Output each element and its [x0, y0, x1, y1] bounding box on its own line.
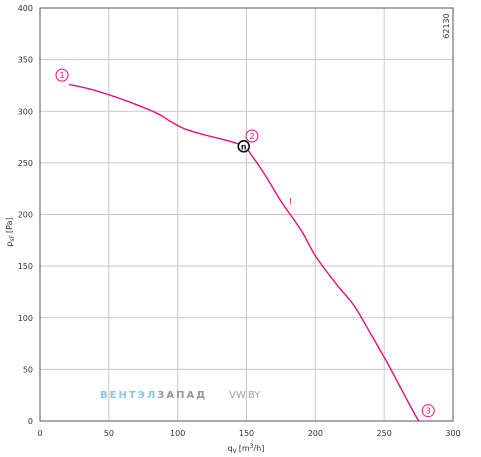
x-tick-label: 50 [104, 429, 114, 438]
grid-lines [39, 7, 454, 422]
y-axis-label-main: p [5, 242, 14, 247]
plot-frame [39, 7, 454, 422]
x-axis-label: qV [m3/h] [228, 443, 265, 455]
marker-label: 2 [249, 132, 254, 141]
x-axis-label-unit-post: /h] [254, 444, 265, 453]
x-tick-label: 250 [377, 429, 392, 438]
watermark-part-1: ВЕНТЭЛ [100, 390, 157, 401]
y-axis-label-unit: [Pa] [5, 217, 14, 233]
curve-marker: 3 [421, 404, 435, 418]
x-axis-label-sub: V [233, 448, 238, 455]
y-tick-label: 200 [18, 211, 33, 220]
curve-marker: 1 [55, 68, 69, 82]
operating-point-circle [237, 140, 251, 153]
marker-label: 1 [59, 71, 64, 80]
marker-circle [421, 404, 435, 418]
operating-point-label: n [241, 142, 247, 151]
operating-point: n [237, 140, 251, 153]
x-tick-label: 300 [445, 429, 460, 438]
series-line [68, 83, 420, 422]
y-tick-labels: 0 50 100 150 200 250 300 350 400 [18, 4, 33, 426]
x-tick-label: 150 [239, 429, 254, 438]
x-axis-label-unit-sup: 3 [250, 443, 254, 450]
marker-circle [55, 68, 69, 82]
series-label: I [289, 197, 291, 206]
y-tick-label: 0 [28, 417, 33, 426]
y-tick-label: 50 [23, 365, 33, 374]
x-axis-label-unit-pre: [m [239, 444, 250, 453]
watermark-part-2: ЗАПАД [157, 390, 207, 401]
y-tick-label: 250 [18, 159, 33, 168]
x-tick-label: 200 [308, 429, 323, 438]
x-tick-label: 0 [37, 429, 42, 438]
y-tick-label: 150 [18, 262, 33, 271]
x-tick-labels: 0 50 100 150 200 250 300 [37, 429, 460, 438]
x-tick-label: 100 [170, 429, 185, 438]
y-axis-label: psF[Pa] [5, 217, 16, 246]
y-axis-label-sub: sF [9, 234, 16, 241]
watermark-part-3: VW.BY [229, 390, 261, 401]
y-tick-label: 300 [18, 107, 33, 116]
watermark: ВЕНТЭЛЗАПАД VW.BY [100, 390, 261, 401]
curve-marker: 2 [245, 129, 259, 143]
y-tick-label: 400 [18, 4, 33, 13]
marker-label: 3 [426, 407, 431, 416]
y-tick-label: 350 [18, 56, 33, 65]
marker-circle [245, 129, 259, 143]
chart-code-label: 62130 [442, 13, 451, 38]
x-axis-label-main: q [228, 444, 233, 453]
y-tick-label: 100 [18, 314, 33, 323]
curve-markers: 1 2 3 [55, 68, 435, 418]
